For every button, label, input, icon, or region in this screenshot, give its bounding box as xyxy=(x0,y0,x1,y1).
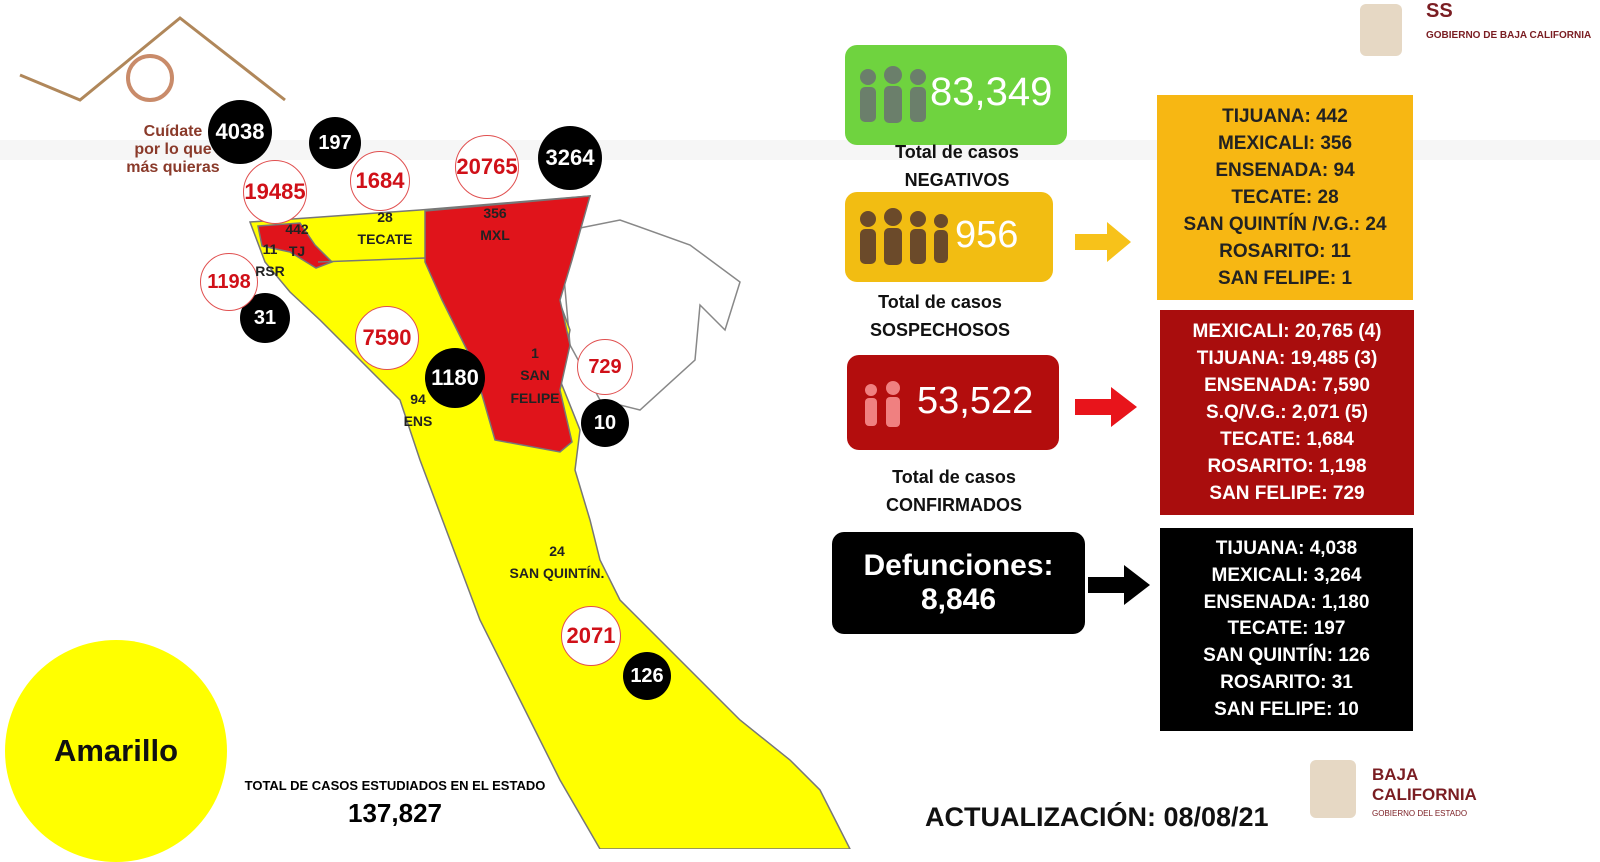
logo-line: por lo que xyxy=(134,141,212,158)
region-count: 28 xyxy=(377,209,393,225)
people-icon xyxy=(865,381,900,427)
region-label: RSR xyxy=(255,263,285,279)
deaths-title: Defunciones: xyxy=(863,549,1054,582)
agency: SS xyxy=(1426,0,1453,22)
confirmed-value: 53,522 xyxy=(917,380,1034,422)
caption: Total de casos xyxy=(892,467,1016,487)
list-item: TECATE: 1,684 xyxy=(1220,428,1354,450)
list-item: SAN FELIPE: 1 xyxy=(1217,267,1353,289)
people-icon xyxy=(860,66,926,123)
region-count: 11 xyxy=(262,241,278,257)
tijuana-region xyxy=(257,222,334,269)
government: GOBIERNO DE BAJA CALIFORNIA xyxy=(1426,30,1592,41)
confirmed-box: 53,522 xyxy=(847,355,1059,450)
logo-roof xyxy=(19,16,286,102)
negatives-box: 83,349 xyxy=(845,45,1067,145)
confirmed-circle: 20765 xyxy=(455,135,519,199)
arrow xyxy=(1088,565,1150,605)
death-circle: 10 xyxy=(581,399,629,447)
deaths-list: TIJUANA: 4,038 MEXICALI: 3,264 ENSENADA:… xyxy=(1160,528,1413,731)
status: Amarillo xyxy=(5,640,227,862)
total-studied-value: 137,827 xyxy=(348,798,442,828)
death-circle: 126 xyxy=(623,652,671,700)
list-item: SAN FELIPE: 10 xyxy=(1214,698,1359,720)
confirmed-circle: 1198 xyxy=(200,253,258,311)
footer-subtitle: GOBIERNO DEL ESTADO xyxy=(1372,809,1468,818)
list-item: TIJUANA: 4,038 xyxy=(1215,538,1358,560)
deaths-value: 8,846 xyxy=(920,583,997,616)
logo-line: más quieras xyxy=(126,159,220,176)
logo-line: Cuídate xyxy=(143,123,203,140)
region-count: 356 xyxy=(483,205,507,221)
caption: SOSPECHOSOS xyxy=(869,320,1011,340)
arrow xyxy=(1075,387,1137,427)
people-icon xyxy=(860,208,948,265)
region-label: TJ xyxy=(288,243,306,259)
confirmed-circle: 7590 xyxy=(355,306,419,370)
region-label: SAN FELIPE xyxy=(510,367,560,406)
logo-text: Cuídate por lo que más quieras xyxy=(118,123,228,177)
list-item: ROSARITO: 11 xyxy=(1219,240,1351,262)
caption: Total de casos xyxy=(895,142,1019,162)
death-circle: 1180 xyxy=(425,348,485,408)
list-item: MEXICALI: 3,264 xyxy=(1211,565,1362,587)
confirmed-circle: 2071 xyxy=(561,606,621,666)
list-item: ROSARITO: 1,198 xyxy=(1207,455,1367,477)
mexicali-region xyxy=(424,195,592,453)
deaths-box: Defunciones: 8,846 xyxy=(832,532,1085,634)
suspected-box: 956 xyxy=(845,192,1053,282)
list-item: ROSARITO: 31 xyxy=(1220,671,1353,693)
region-count: 1 xyxy=(531,345,539,361)
list-item: ENSENADA: 94 xyxy=(1215,159,1355,181)
region-label: ENS xyxy=(403,413,433,429)
list-item: TECATE: 28 xyxy=(1231,186,1339,208)
confirmed-circle: 729 xyxy=(577,339,633,395)
region-label: SAN QUINTÍN. xyxy=(509,565,605,581)
list-item: ENSENADA: 1,180 xyxy=(1203,591,1370,613)
logo-heart xyxy=(126,54,174,102)
negatives-value: 83,349 xyxy=(930,70,1053,114)
total-studied-label: TOTAL DE CASOS ESTUDIADOS EN EL ESTADO xyxy=(244,778,546,793)
list-item: MEXICALI: 20,765 (4) xyxy=(1192,320,1382,342)
suspected-value: 956 xyxy=(955,214,1019,256)
header-logo: SS GOBIERNO DE BAJA CALIFORNIA xyxy=(1360,0,1600,60)
confirmed-list: MEXICALI: 20,765 (4) TIJUANA: 19,485 (3)… xyxy=(1160,310,1414,515)
region-count: 442 xyxy=(285,221,309,237)
list-item: TECATE: 197 xyxy=(1227,618,1346,640)
crest xyxy=(1310,760,1356,818)
list-item: TIJUANA: 442 xyxy=(1222,105,1348,127)
caption: Total de casos xyxy=(878,292,1002,312)
confirmed-circle: 1684 xyxy=(350,151,410,211)
list-item: SAN QUINTÍN: 126 xyxy=(1203,645,1370,667)
list-item: SAN FELIPE: 729 xyxy=(1209,482,1365,504)
crest xyxy=(1360,4,1402,56)
caption: CONFIRMADOS xyxy=(886,495,1022,515)
list-item: TIJUANA: 19,485 (3) xyxy=(1196,347,1378,369)
footer-name: BAJA CALIFORNIA xyxy=(1372,765,1477,804)
footer-logo: BAJA CALIFORNIA GOBIERNO DEL ESTADO xyxy=(1310,755,1510,825)
list-item: S.Q/V.G.: 2,071 (5) xyxy=(1206,401,1368,423)
list-item: SAN QUINTÍN /V.G.: 24 xyxy=(1183,213,1387,235)
border xyxy=(317,257,426,263)
region-count: 24 xyxy=(549,543,565,559)
death-circle: 197 xyxy=(309,117,361,169)
list-item: ENSENADA: 7,590 xyxy=(1204,374,1370,396)
list-item: MEXICALI: 356 xyxy=(1217,132,1353,154)
update-date: ACTUALIZACIÓN: 08/08/21 xyxy=(925,802,1269,832)
death-circle: 4038 xyxy=(208,100,272,164)
arrow xyxy=(1075,222,1131,262)
region-count: 94 xyxy=(410,391,426,407)
confirmed-circle: 19485 xyxy=(243,160,307,224)
region-label: MXL xyxy=(480,227,510,243)
caption: NEGATIVOS xyxy=(904,170,1010,190)
death-circle: 3264 xyxy=(538,126,602,190)
region-label: TECATE xyxy=(357,231,413,247)
suspected-list: TIJUANA: 442 MEXICALI: 356 ENSENADA: 94 … xyxy=(1157,95,1413,300)
